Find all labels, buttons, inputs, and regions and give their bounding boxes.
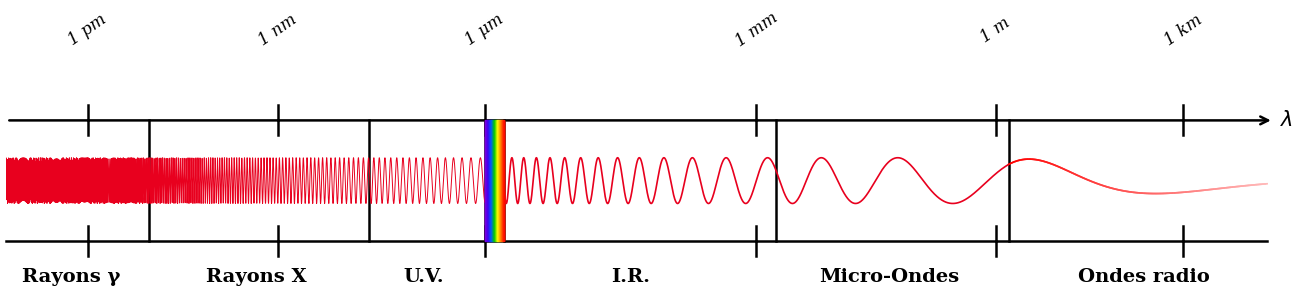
Text: 1 km: 1 km [1161,11,1205,49]
Text: Rayons γ: Rayons γ [22,268,120,286]
Text: U.V.: U.V. [403,268,445,286]
Text: I.R.: I.R. [612,268,650,286]
Text: 1 μm: 1 μm [463,11,507,49]
Text: 1 m: 1 m [978,14,1014,46]
Text: Ondes radio: Ondes radio [1078,268,1210,286]
Text: 1 nm: 1 nm [256,11,300,49]
Text: $\lambda$: $\lambda$ [1280,110,1293,130]
Text: Micro-Ondes: Micro-Ondes [820,268,959,286]
Text: 1 pm: 1 pm [66,11,110,49]
Text: 1 mm: 1 mm [732,10,781,51]
Text: Rayons X: Rayons X [206,268,306,286]
